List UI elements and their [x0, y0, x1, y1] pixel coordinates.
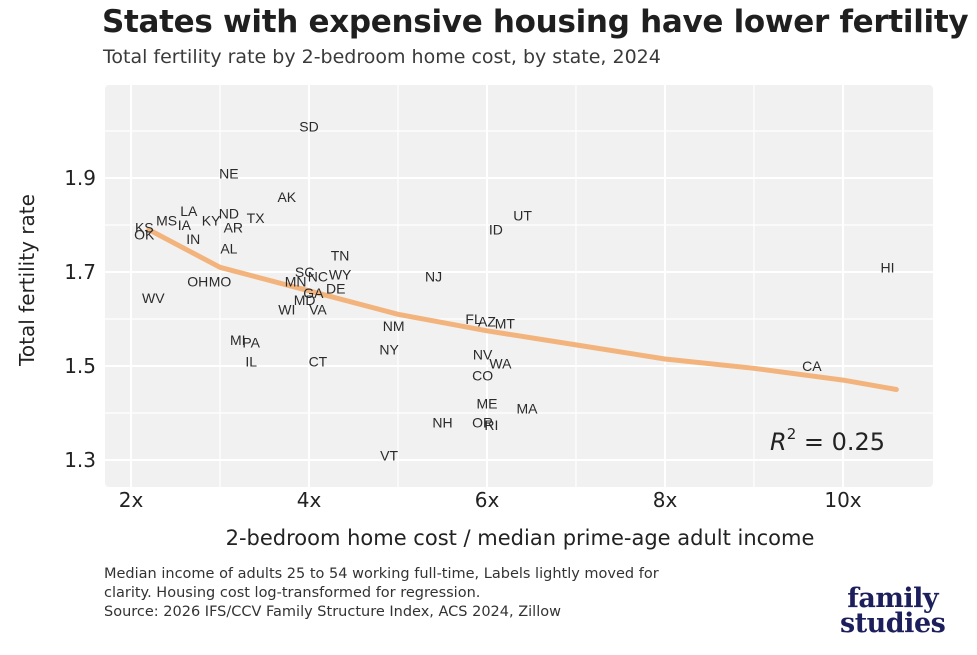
state-label-hi: HI — [881, 259, 895, 275]
state-label-in: IN — [186, 231, 200, 247]
state-label-va: VA — [309, 302, 327, 318]
state-label-il: IL — [245, 353, 257, 369]
footnote: Median income of adults 25 to 54 working… — [104, 565, 824, 622]
y-tick-label: 1.5 — [64, 354, 96, 378]
state-label-oh: OH — [187, 273, 208, 289]
state-label-mt: MT — [495, 316, 516, 332]
state-label-ky: KY — [202, 212, 221, 228]
state-label-wa: WA — [489, 356, 512, 372]
state-label-ma: MA — [517, 400, 539, 416]
state-label-mo: MO — [209, 273, 232, 289]
state-label-sd: SD — [299, 118, 318, 134]
chart-title: States with expensive housing have lower… — [102, 4, 969, 40]
state-label-fl: FL — [465, 311, 482, 327]
state-label-nm: NM — [383, 318, 405, 334]
state-label-md: MD — [294, 292, 316, 308]
state-label-ar: AR — [224, 219, 243, 235]
state-label-co: CO — [472, 367, 493, 383]
state-label-nj: NJ — [425, 269, 442, 285]
state-label-vt: VT — [380, 447, 398, 463]
plot-panel — [105, 85, 933, 487]
x-tick-label: 8x — [653, 488, 678, 512]
state-label-me: ME — [477, 396, 498, 412]
footnote-line-1: Median income of adults 25 to 54 working… — [104, 566, 659, 582]
logo-line-1: family — [847, 583, 939, 614]
state-label-ct: CT — [309, 353, 328, 369]
state-label-nc: NC — [308, 269, 328, 285]
state-label-wi: WI — [278, 302, 295, 318]
state-label-ny: NY — [379, 342, 399, 358]
state-label-ne: NE — [219, 165, 238, 181]
logo-line-2: studies — [840, 608, 946, 639]
state-label-or: OR — [472, 414, 493, 430]
chart-subtitle: Total fertility rate by 2-bedroom home c… — [103, 46, 661, 68]
state-label-tn: TN — [331, 248, 350, 264]
state-label-wv: WV — [142, 290, 165, 306]
state-label-ut: UT — [513, 208, 532, 224]
state-label-ri: RI — [484, 417, 498, 433]
state-label-id: ID — [489, 222, 503, 238]
x-tick-label: 4x — [297, 488, 322, 512]
x-tick-label: 6x — [475, 488, 500, 512]
y-axis-label: Total fertility rate — [15, 194, 39, 367]
state-label-mi: MI — [230, 332, 246, 348]
state-label-ks: KS — [135, 219, 154, 235]
state-label-wy: WY — [329, 266, 352, 282]
state-label-de: DE — [326, 281, 345, 297]
footnote-line-2: clarity. Housing cost log-transformed fo… — [104, 585, 481, 601]
state-label-ca: CA — [802, 358, 822, 374]
state-label-ia: IA — [178, 217, 192, 233]
state-label-pa: PA — [242, 335, 260, 351]
state-label-ok: OK — [134, 226, 155, 242]
y-tick-label: 1.9 — [64, 166, 96, 190]
state-label-ms: MS — [156, 212, 177, 228]
r-squared-annotation: R2 = 0.25 — [770, 425, 885, 456]
state-label-ga: GA — [303, 285, 324, 301]
state-label-az: AZ — [478, 313, 496, 329]
footnote-source: Source: 2026 IFS/CCV Family Structure In… — [104, 604, 561, 620]
x-axis-label: 2-bedroom home cost / median prime-age a… — [226, 526, 815, 550]
state-label-ak: AK — [277, 189, 296, 205]
state-label-nv: NV — [473, 346, 493, 362]
trend-line — [146, 227, 899, 392]
x-tick-label: 2x — [119, 488, 144, 512]
axes: 2x 4x 6x 8x 10x 1.3 1.5 1.7 1.9 — [64, 166, 862, 512]
grid-lines — [105, 85, 933, 487]
state-label-sc: SC — [295, 264, 314, 280]
state-label-nd: ND — [219, 205, 239, 221]
y-tick-label: 1.7 — [64, 260, 96, 284]
state-label-la: LA — [180, 203, 198, 219]
x-tick-label: 10x — [824, 488, 861, 512]
state-label-al: AL — [220, 241, 237, 257]
family-studies-logo: family studies — [840, 583, 946, 639]
state-label-nh: NH — [432, 414, 452, 430]
y-tick-label: 1.3 — [64, 448, 96, 472]
state-label-mn: MN — [285, 273, 307, 289]
state-label-tx: TX — [247, 210, 266, 226]
